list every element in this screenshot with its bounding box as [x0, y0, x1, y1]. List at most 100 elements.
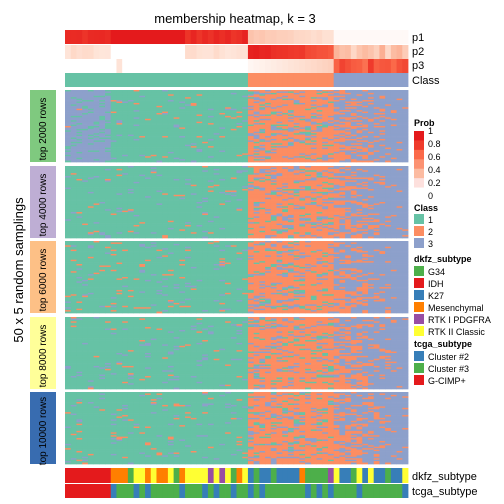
- membership-cell: [385, 137, 392, 140]
- membership-cell: [333, 157, 340, 160]
- membership-cell: [242, 156, 249, 159]
- membership-cell: [225, 159, 232, 161]
- membership-cell: [373, 136, 380, 138]
- membership-cell: [173, 91, 180, 94]
- membership-cell: [282, 186, 289, 188]
- membership-cell: [185, 136, 192, 138]
- membership-cell: [173, 187, 180, 190]
- membership-cell: [373, 91, 380, 94]
- membership-cell: [110, 121, 117, 124]
- membership-cell: [305, 171, 312, 174]
- membership-cell: [145, 98, 152, 101]
- membership-cell: [139, 92, 146, 95]
- membership-cell: [276, 153, 283, 156]
- membership-cell: [265, 184, 272, 187]
- membership-cell: [150, 140, 157, 143]
- membership-cell: [356, 202, 363, 204]
- membership-cell: [305, 124, 312, 127]
- membership-cell: [70, 97, 77, 99]
- membership-cell: [213, 97, 220, 99]
- membership-cell: [253, 191, 260, 194]
- membership-cell: [385, 156, 392, 159]
- membership-cell: [396, 140, 403, 143]
- membership-cell: [139, 176, 146, 178]
- membership-cell: [87, 107, 94, 110]
- membership-cell: [202, 102, 209, 105]
- membership-cell: [385, 166, 392, 168]
- membership-cell: [305, 153, 312, 156]
- membership-cell: [390, 120, 397, 123]
- membership-cell: [345, 176, 352, 178]
- membership-cell: [259, 113, 266, 115]
- membership-cell: [270, 120, 277, 123]
- membership-cell: [207, 174, 215, 177]
- membership-cell: [145, 117, 152, 120]
- membership-cell: [87, 160, 94, 163]
- membership-cell: [322, 159, 329, 161]
- membership-cell: [93, 174, 100, 177]
- membership-cell: [390, 196, 397, 199]
- membership-cell: [270, 134, 277, 137]
- membership-cell: [150, 202, 157, 204]
- membership-cell: [225, 124, 232, 127]
- prob-cell-p1: [105, 30, 112, 44]
- membership-cell: [190, 180, 197, 183]
- membership-cell: [122, 115, 129, 118]
- membership-cell: [150, 167, 157, 170]
- membership-cell: [185, 197, 192, 200]
- membership-cell: [150, 160, 157, 163]
- membership-cell: [253, 196, 260, 199]
- prob-cell-p2: [82, 45, 89, 59]
- membership-cell: [207, 197, 215, 200]
- membership-cell: [339, 144, 346, 147]
- membership-cell: [196, 180, 203, 183]
- class-cell: [282, 73, 289, 87]
- membership-cell: [310, 149, 317, 151]
- membership-cell: [219, 187, 226, 190]
- membership-cell: [287, 137, 295, 140]
- membership-cell: [356, 183, 363, 186]
- membership-cell: [327, 187, 335, 190]
- membership-cell: [133, 178, 140, 181]
- membership-cell: [139, 196, 146, 199]
- membership-cell: [259, 168, 266, 171]
- membership-cell: [82, 187, 89, 190]
- membership-cell: [190, 191, 197, 194]
- prob-cell-p2: [259, 45, 266, 59]
- membership-cell: [293, 202, 300, 204]
- membership-cell: [190, 151, 197, 154]
- membership-cell: [82, 180, 89, 183]
- membership-cell: [253, 177, 260, 180]
- membership-cell: [293, 101, 300, 104]
- membership-cell: [310, 178, 317, 181]
- membership-cell: [190, 115, 197, 118]
- membership-cell: [385, 127, 392, 130]
- membership-cell: [87, 90, 94, 92]
- membership-cell: [362, 126, 369, 128]
- membership-cell: [93, 150, 100, 153]
- membership-cell: [207, 190, 215, 193]
- membership-cell: [116, 177, 123, 180]
- membership-cell: [373, 181, 380, 184]
- membership-cell: [236, 120, 243, 123]
- membership-cell: [179, 110, 186, 112]
- membership-cell: [327, 193, 335, 196]
- membership-cell: [373, 105, 380, 108]
- membership-cell: [162, 196, 169, 199]
- membership-cell: [105, 190, 112, 193]
- membership-cell: [270, 176, 277, 178]
- membership-cell: [333, 171, 340, 174]
- membership-cell: [82, 207, 89, 210]
- membership-cell: [299, 95, 306, 98]
- membership-cell: [305, 174, 312, 177]
- membership-cell: [219, 123, 226, 125]
- membership-cell: [127, 117, 134, 120]
- membership-cell: [82, 183, 89, 186]
- membership-cell: [219, 191, 226, 194]
- membership-cell: [225, 111, 232, 114]
- membership-cell: [76, 206, 83, 209]
- membership-cell: [190, 204, 197, 207]
- class-cell: [173, 73, 180, 87]
- membership-cell: [327, 166, 335, 168]
- membership-cell: [350, 180, 357, 183]
